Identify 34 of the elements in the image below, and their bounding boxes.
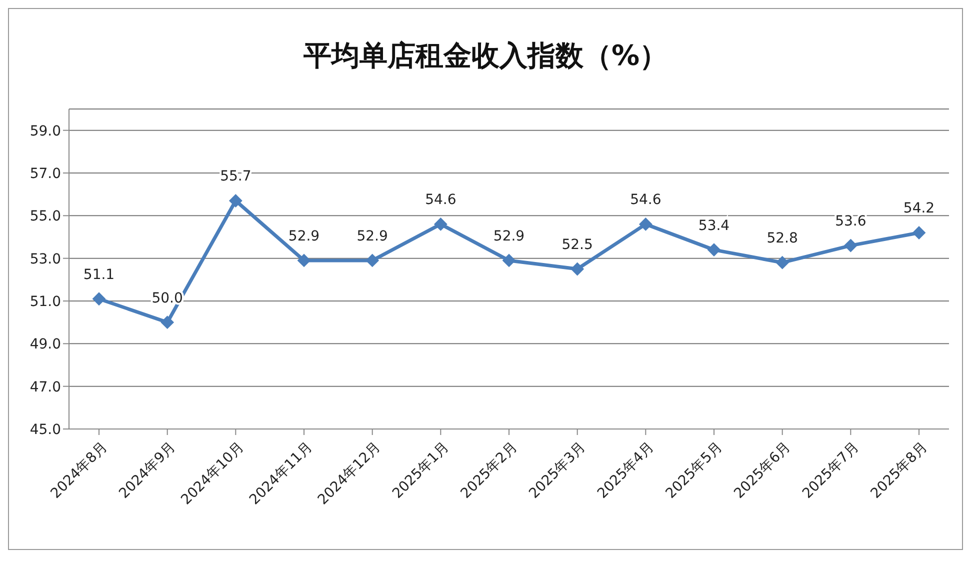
point bbox=[160, 316, 174, 329]
y-tick-label: 49.0 bbox=[30, 336, 61, 353]
data-label: 53.6 bbox=[835, 214, 866, 230]
point bbox=[570, 262, 584, 276]
point bbox=[708, 243, 720, 256]
data-label: 52.9 bbox=[288, 228, 320, 244]
data-label: 54.6 bbox=[425, 192, 456, 208]
data-label: 52.9 bbox=[356, 228, 388, 244]
data-label: 54.2 bbox=[903, 200, 935, 217]
point bbox=[298, 254, 310, 267]
y-tick-label: 45.0 bbox=[30, 422, 61, 438]
y-tick-label: 57.0 bbox=[30, 166, 61, 182]
point bbox=[229, 194, 242, 208]
data-label: 51.1 bbox=[83, 266, 115, 283]
data-label: 55.7 bbox=[220, 168, 252, 185]
y-tick-label: 55.0 bbox=[30, 208, 61, 225]
point bbox=[844, 239, 858, 252]
data-label: 54.6 bbox=[630, 192, 662, 208]
point bbox=[434, 218, 448, 231]
data-label: 52.8 bbox=[766, 230, 798, 247]
data-label: 52.5 bbox=[562, 237, 593, 253]
point bbox=[776, 256, 789, 270]
y-tick-label: 53.0 bbox=[30, 251, 61, 268]
point bbox=[366, 254, 379, 267]
point bbox=[92, 292, 106, 306]
point bbox=[912, 226, 926, 240]
y-tick-label: 47.0 bbox=[30, 379, 61, 396]
point bbox=[639, 218, 652, 231]
y-tick-label: 59.0 bbox=[30, 123, 61, 140]
point bbox=[502, 254, 516, 267]
chart-title: 平均单店租金收入指数（%） bbox=[302, 38, 669, 74]
data-label: 53.4 bbox=[698, 218, 730, 234]
data-label: 52.9 bbox=[493, 228, 525, 244]
y-tick-label: 51.0 bbox=[30, 294, 61, 310]
